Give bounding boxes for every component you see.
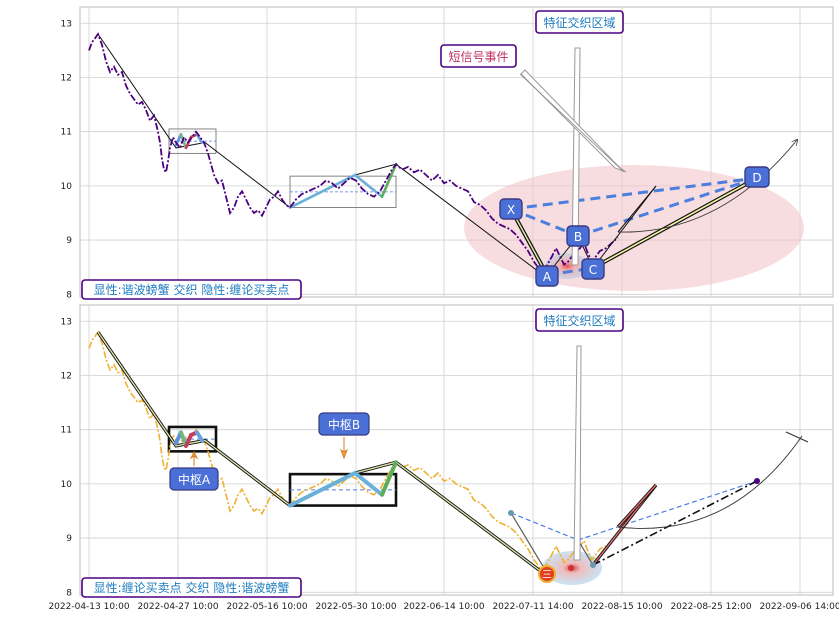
bottom-legend-text: 显性:缠论买卖点 交织 隐性:谐波螃蟹: [94, 580, 290, 595]
y-tick-label: 13: [61, 317, 72, 327]
y-tick-label: 13: [61, 19, 72, 29]
point-a-label: A: [535, 265, 559, 287]
short-signal-label: 短信号事件: [440, 44, 517, 68]
stroke-seg-bottom-4: [195, 430, 204, 443]
stroke-seg-bottom-6: [353, 471, 384, 497]
b-point-d: [754, 478, 760, 484]
projection-2: [617, 185, 657, 233]
center-a-arrow: [189, 450, 199, 466]
point-x-text: X: [507, 203, 515, 217]
y-tick-label: 9: [66, 236, 72, 246]
point-x-label: X: [499, 198, 523, 220]
bottom-y-axis: 8 9 10 11 12 13: [61, 317, 73, 598]
y-tick-label: 10: [61, 480, 73, 490]
signal-pointer: [571, 47, 581, 266]
b-point-x: [508, 510, 514, 516]
x-tick-label: 2022-04-27 10:00: [137, 602, 218, 612]
bottom-region-text: 特征交织区域: [543, 313, 615, 328]
x-tick-label: 2022-05-30 10:00: [315, 602, 396, 612]
b-point-c: [590, 562, 596, 568]
xa-leg-inner: [510, 208, 548, 276]
y-tick-label: 8: [66, 588, 72, 598]
b-cd-dashdot: [592, 480, 758, 566]
bottom-region-label: 特征交织区域: [535, 308, 624, 332]
center-a-label: 中枢A: [169, 450, 219, 491]
y-tick-label: 10: [61, 182, 73, 192]
bottom-harmonic-crab-pattern: [508, 345, 809, 574]
bottom-panel: 8 9 10 11 12 13 2022-04-13 10:00 2022-04-27 10…: [48, 304, 839, 612]
xd-dash: [510, 176, 758, 211]
center-b-text: 中枢B: [328, 417, 360, 432]
bottom-price-line: [88, 330, 619, 569]
harmonic-crab-pattern: [509, 47, 797, 277]
top-legend-label: 显性:谐波螃蟹 交织 隐性:缠论买卖点: [81, 279, 302, 300]
x-tick-label: 2022-08-25 12:00: [670, 602, 751, 612]
buy-point-text: 三: [542, 570, 552, 581]
x-tick-label: 2022-05-16 10:00: [226, 602, 307, 612]
y-tick-label: 8: [66, 290, 72, 300]
stroke-seg-bottom-5: [288, 471, 357, 508]
y-tick-label: 9: [66, 534, 72, 544]
signal-arrow-diag2: [519, 73, 625, 173]
x-axis: 2022-04-13 10:00 2022-04-27 10:00 2022-05-…: [48, 602, 839, 612]
x-tick-label: 2022-07-11 14:00: [492, 602, 573, 612]
cd-leg-inner: [592, 177, 758, 269]
x-tick-label: 2022-09-06 14:00: [759, 602, 839, 612]
point-d-text: D: [752, 171, 761, 185]
top-region-text: 特征交织区域: [543, 15, 615, 30]
top-legend-text: 显性:谐波螃蟹 交织 隐性:缠论买卖点: [94, 282, 290, 297]
b-xb-dash: [510, 512, 579, 541]
x-tick-label: 2022-08-15 10:00: [581, 602, 662, 612]
b-projection-arc: [617, 435, 803, 529]
y-tick-label: 12: [61, 371, 72, 381]
b-signal-pointer: [573, 345, 582, 561]
stroke-seg-1: [179, 133, 188, 150]
top-panel: 8 9 10 11 12 13 X: [61, 6, 834, 300]
y-tick-label: 11: [61, 426, 72, 436]
center-boxes-bold: [167, 425, 398, 507]
bottom-stroke-segments: [174, 430, 398, 508]
stroke-seg-bottom-7: [380, 460, 398, 497]
bottom-panel-frame: [79, 304, 834, 596]
xb-dash: [510, 207, 579, 238]
stroke-seg-5: [288, 173, 357, 209]
b-heat-dot: [568, 565, 574, 571]
point-c-text: C: [589, 263, 597, 277]
point-b-label: B: [566, 225, 590, 247]
stroke-seg-7: [380, 162, 398, 199]
projection-1: [592, 185, 657, 269]
x-tick-label: 2022-04-13 10:00: [48, 602, 129, 612]
b-proj-inner-2: [617, 484, 657, 528]
point-a-text: A: [543, 270, 552, 284]
b-arc-cap: [785, 431, 809, 443]
y-tick-label: 12: [61, 73, 72, 83]
b-xa-line: [510, 512, 548, 574]
signal-arrow-diag: [520, 69, 627, 173]
top-region-label: 特征交织区域: [535, 10, 624, 34]
bottom-legend-label: 显性:缠论买卖点 交织 隐性:谐波螃蟹: [81, 577, 302, 598]
short-signal-text: 短信号事件: [448, 50, 508, 64]
y-tick-label: 11: [61, 128, 72, 138]
point-c-label: C: [581, 258, 605, 280]
projection-arc: [617, 140, 797, 233]
stroke-seg-4: [195, 133, 204, 144]
center-b-arrow: [339, 437, 349, 460]
center-a-text: 中枢A: [178, 472, 211, 487]
buy-point-marker: 三: [538, 565, 556, 583]
point-d-label: D: [744, 166, 770, 188]
center-b-label: 中枢B: [318, 412, 370, 460]
price-line: [88, 32, 619, 272]
point-b-text: B: [574, 230, 582, 244]
x-tick-label: 2022-06-14 10:00: [403, 602, 484, 612]
top-y-axis: 8 9 10 11 12 13: [61, 19, 73, 300]
